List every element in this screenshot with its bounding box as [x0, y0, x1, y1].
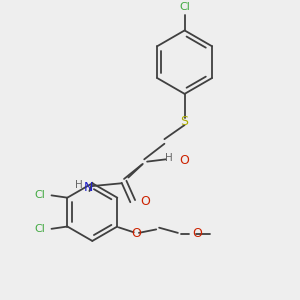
Text: N: N — [83, 181, 93, 194]
Text: O: O — [131, 227, 141, 240]
Text: O: O — [192, 227, 202, 240]
Text: H: H — [76, 180, 83, 190]
Text: O: O — [140, 195, 150, 208]
Text: Cl: Cl — [35, 224, 46, 234]
Text: O: O — [179, 154, 189, 167]
Text: S: S — [181, 115, 189, 128]
Text: H: H — [165, 153, 172, 163]
Text: Cl: Cl — [35, 190, 46, 200]
Text: Cl: Cl — [179, 2, 190, 12]
